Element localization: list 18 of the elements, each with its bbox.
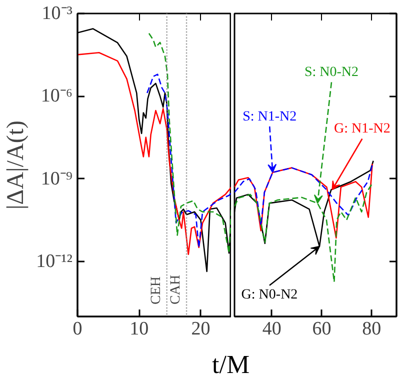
x-tick-label: 40 (262, 318, 282, 340)
x-tick-label: 60 (312, 318, 332, 340)
annotation: S: N1-N2 (242, 109, 297, 124)
annotation: S: N0-N2 (304, 65, 359, 80)
x-tick-label: 0 (72, 318, 82, 340)
ref-line-label: CEH (148, 276, 164, 304)
x-tick-label: 80 (362, 318, 382, 340)
ref-line-label: CAH (168, 274, 184, 304)
annotation: G: N0-N2 (241, 287, 298, 302)
y-tick-label: 10⁻¹² (36, 250, 73, 272)
x-tick-label: 10 (130, 318, 149, 340)
y-tick-label: 10⁻⁶ (40, 86, 72, 107)
y-axis-title: |ΔA|/A(t) (3, 120, 30, 210)
annotation: G: N1-N2 (334, 122, 390, 137)
y-tick-label: 10⁻³ (42, 3, 73, 24)
x-tick-label: 20 (191, 318, 210, 340)
y-tick-label: 10⁻⁹ (40, 168, 73, 190)
x-axis-title: t/M (212, 350, 250, 380)
